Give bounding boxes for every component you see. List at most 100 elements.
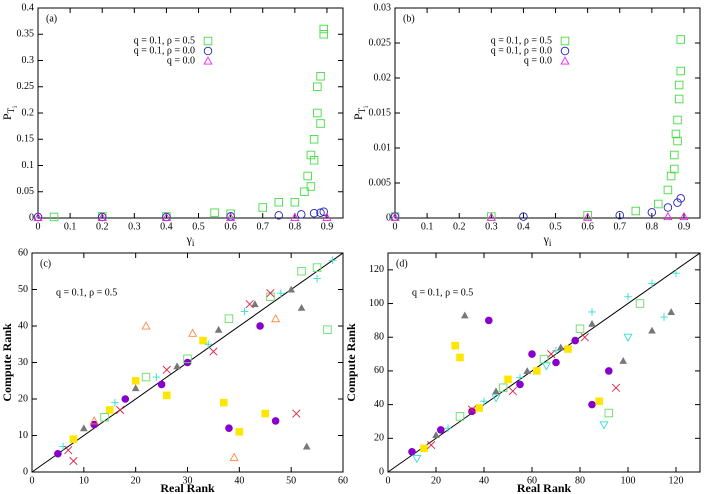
point xyxy=(635,299,645,308)
point xyxy=(516,380,524,389)
x-tick-label: 0.4 xyxy=(517,221,530,232)
point xyxy=(274,197,284,207)
point xyxy=(647,208,657,217)
point xyxy=(456,353,464,362)
point xyxy=(528,350,536,358)
point xyxy=(277,289,285,297)
point xyxy=(33,212,43,221)
point xyxy=(323,325,332,334)
point xyxy=(271,417,280,425)
y-tick-label: 0.2 xyxy=(22,107,35,118)
y-tick-label: 0.02 xyxy=(374,72,392,83)
y-tick-label: 0.05 xyxy=(17,186,35,197)
point xyxy=(302,442,311,450)
y-tick-label: 0.25 xyxy=(17,81,35,92)
point xyxy=(161,212,171,221)
point xyxy=(670,150,679,160)
point xyxy=(673,115,682,125)
x-tick-label: 0.3 xyxy=(485,221,498,232)
y-tick-label: 0 xyxy=(386,212,391,223)
point xyxy=(663,203,673,212)
point xyxy=(605,367,613,375)
y-tick-label: 0 xyxy=(29,212,34,223)
point xyxy=(210,208,219,217)
x-tick-label: 20 xyxy=(131,475,141,486)
point xyxy=(412,455,422,464)
y-tick-label: 10 xyxy=(18,430,28,441)
y-label-subsub: i xyxy=(362,106,370,108)
x-tick-label: 0.5 xyxy=(192,221,205,232)
point xyxy=(564,345,572,353)
point xyxy=(654,199,663,209)
point xyxy=(54,449,62,458)
x-axis-label: γi xyxy=(543,232,552,248)
point xyxy=(203,46,213,56)
point xyxy=(541,362,551,371)
point xyxy=(199,336,207,345)
y-label-main: P xyxy=(351,113,365,120)
legend-label: q = 0.1, ρ = 0.5 xyxy=(491,35,552,46)
x-tick-label: 100 xyxy=(621,475,636,486)
x-label-main: γ xyxy=(186,232,193,246)
point xyxy=(615,210,624,220)
point xyxy=(225,424,233,433)
x-tick-label: 0.4 xyxy=(160,221,173,232)
point xyxy=(583,212,593,221)
x-tick-label: 0.7 xyxy=(256,221,269,232)
point xyxy=(674,94,684,104)
annotation: q = 0.1, ρ = 0.5 xyxy=(412,287,473,298)
point xyxy=(480,397,488,406)
x-tick-label: 0.7 xyxy=(613,221,626,232)
point xyxy=(663,211,673,221)
point xyxy=(229,452,239,461)
x-label-sub: i xyxy=(549,238,552,248)
point xyxy=(64,445,73,455)
point xyxy=(89,416,99,425)
y-tick-label: 0.4 xyxy=(22,2,35,13)
y-tick-label: 20 xyxy=(18,393,28,404)
point xyxy=(427,440,436,450)
y-tick-label: 0.01 xyxy=(374,142,392,153)
point xyxy=(290,212,300,221)
point xyxy=(623,333,633,342)
point xyxy=(475,404,483,412)
point xyxy=(251,300,259,308)
point xyxy=(604,408,614,418)
x-tick-label: 0 xyxy=(30,475,35,486)
y-tick-label: 0.03 xyxy=(374,2,392,13)
point xyxy=(316,208,325,217)
point xyxy=(408,447,416,456)
y-tick-label: 0.35 xyxy=(17,29,35,40)
y-axis-label: Compute Rank xyxy=(344,323,358,402)
x-tick-label: 0.9 xyxy=(321,221,334,232)
point xyxy=(492,387,500,395)
y-axis-label: PTi xyxy=(351,106,370,120)
point xyxy=(141,372,151,382)
y-tick-label: 0.015 xyxy=(369,107,392,118)
point xyxy=(204,340,213,349)
point xyxy=(508,387,517,396)
point xyxy=(224,314,234,323)
point xyxy=(245,299,254,309)
point xyxy=(491,394,501,403)
point xyxy=(516,373,524,382)
point xyxy=(672,269,680,278)
point xyxy=(560,46,570,56)
legend-label: q = 0.1, ρ = 0.5 xyxy=(134,35,195,46)
x-tick-label: 40 xyxy=(479,475,489,486)
point xyxy=(274,211,284,220)
y-tick-label: 0.15 xyxy=(17,134,35,145)
point xyxy=(266,292,275,302)
point xyxy=(292,409,301,418)
legend-label: q = 0.1, ρ = 0.0 xyxy=(491,45,552,56)
x-tick-label: 10 xyxy=(79,475,89,486)
point xyxy=(560,36,570,46)
point xyxy=(258,203,267,212)
point xyxy=(316,71,325,81)
x-axis-label: Real Rank xyxy=(517,481,572,494)
point xyxy=(611,383,621,392)
y-label-sub: T xyxy=(357,107,367,113)
point xyxy=(679,211,689,221)
point xyxy=(188,328,198,337)
y-axis-label: PTi xyxy=(0,106,19,120)
